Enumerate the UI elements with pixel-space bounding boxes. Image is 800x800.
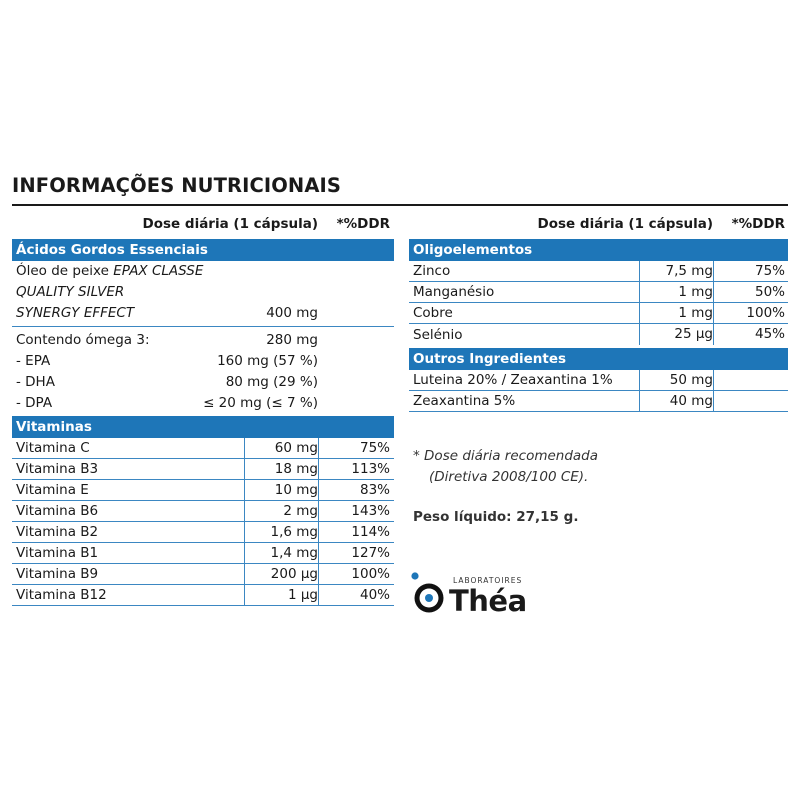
omega-row: Contendo ómega 3: 280 mg bbox=[16, 332, 318, 348]
table-row: Manganésio 1 mg 50% bbox=[409, 281, 788, 303]
fish-oil-block: Óleo de peixe EPAX CLASSE QUALITY SILVER… bbox=[12, 261, 394, 327]
table-row: Luteina 20% / Zeaxantina 1% 50 mg bbox=[409, 369, 788, 391]
table-row: Vitamina E 10 mg 83% bbox=[12, 479, 394, 501]
omega-row: - DPA ≤ 20 mg (≤ 7 %) bbox=[16, 395, 318, 411]
table-row: Vitamina C 60 mg 75% bbox=[12, 437, 394, 459]
fish-oil-brand: EPAX CLASSE bbox=[113, 263, 204, 279]
table-row: Selénio 25 μg 45% bbox=[409, 324, 788, 345]
table-row: Zeaxantina 5% 40 mg bbox=[409, 390, 788, 412]
table-row: Vitamina B1 1,4 mg 127% bbox=[12, 542, 394, 564]
table-row: Zinco 7,5 mg 75% bbox=[409, 260, 788, 282]
table-row: Vitamina B2 1,6 mg 114% bbox=[12, 521, 394, 543]
footnote-line1: * Dose diária recomendada bbox=[413, 448, 599, 464]
right-header: Dose diária (1 cápsula) *%DDR bbox=[409, 212, 788, 236]
fish-oil-dose: 400 mg bbox=[266, 305, 318, 321]
left-header: Dose diária (1 cápsula) *%DDR bbox=[12, 212, 394, 236]
section-fatty-acids: Ácidos Gordos Essenciais bbox=[12, 239, 394, 261]
fish-oil-brand-line3: SYNERGY EFFECT bbox=[16, 305, 135, 321]
table-row: Cobre 1 mg 100% bbox=[409, 302, 788, 324]
header-ddr: *%DDR bbox=[731, 216, 785, 232]
table-row: Vitamina B3 18 mg 113% bbox=[12, 458, 394, 480]
omega-row: - DHA 80 mg (29 %) bbox=[16, 374, 318, 390]
title-rule bbox=[12, 204, 788, 206]
fish-oil-brand-line2: QUALITY SILVER bbox=[16, 284, 125, 300]
fish-oil-label: Óleo de peixe bbox=[16, 263, 114, 279]
table-row: Vitamina B12 1 μg 40% bbox=[12, 584, 394, 606]
thea-logo: LABORATOIRES Théa bbox=[409, 570, 539, 620]
omega-block: Contendo ómega 3: 280 mg - EPA 160 mg (5… bbox=[12, 327, 394, 414]
omega-row: - EPA 160 mg (57 %) bbox=[16, 353, 318, 369]
footnote: * Dose diária recomendada (Diretiva 2008… bbox=[413, 446, 598, 488]
section-other-ingredients: Outros Ingredientes bbox=[409, 348, 788, 370]
right-panel: Dose diária (1 cápsula) *%DDR Oligoeleme… bbox=[409, 212, 788, 412]
table-row: Vitamina B9 200 μg 100% bbox=[12, 563, 394, 585]
header-ddr: *%DDR bbox=[336, 216, 390, 232]
thea-logo-icon bbox=[411, 572, 444, 613]
page-title: INFORMAÇÕES NUTRICIONAIS bbox=[12, 174, 342, 197]
net-weight: Peso líquido: 27,15 g. bbox=[413, 509, 579, 525]
logo-laboratoires: LABORATOIRES bbox=[453, 576, 523, 585]
header-dose: Dose diária (1 cápsula) bbox=[142, 216, 318, 232]
left-panel: Dose diária (1 cápsula) *%DDR Ácidos Gor… bbox=[12, 212, 394, 606]
table-row: Vitamina B6 2 mg 143% bbox=[12, 500, 394, 522]
section-trace-elements: Oligoelementos bbox=[409, 239, 788, 261]
section-vitamins: Vitaminas bbox=[12, 416, 394, 438]
logo-name: Théa bbox=[449, 584, 527, 618]
header-dose: Dose diária (1 cápsula) bbox=[537, 216, 713, 232]
footnote-line2: (Diretiva 2008/100 CE). bbox=[429, 469, 589, 485]
